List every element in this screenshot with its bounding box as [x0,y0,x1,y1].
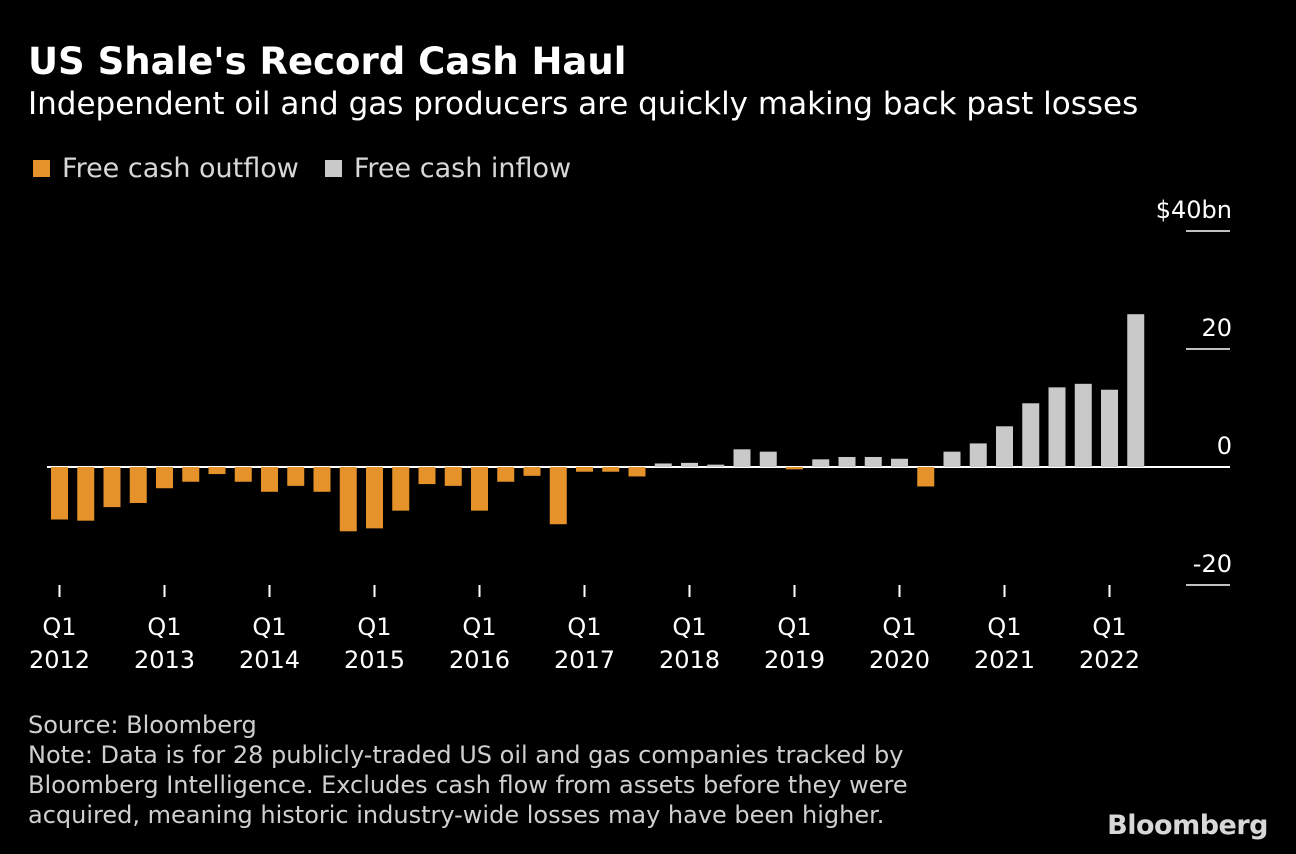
bar-q2-2022 [1127,314,1145,467]
bar-q2-2015 [392,467,410,511]
source-text: Source: Bloomberg [28,711,257,739]
bar-q4-2015 [444,467,462,486]
bar-q1-2022 [1101,389,1118,467]
bar-q1-2014 [261,467,278,492]
bar-q1-2012 [51,467,68,520]
bar-q3-2016 [523,467,541,476]
y-tick-label-40: $40bn [1156,196,1232,224]
bar-q4-2020 [969,443,987,467]
y-tick-label--20: -20 [1193,550,1232,578]
x-tick-quarter-2021: Q1 [987,613,1021,641]
bar-q4-2016 [549,467,567,525]
bar-q1-2018 [681,462,698,467]
bar-q4-2018 [759,451,777,467]
chart-title: US Shale's Record Cash Haul [28,40,627,83]
bar-q1-2013 [156,467,173,489]
x-tick-year-2019: 2019 [764,646,825,674]
bar-q3-2019 [838,456,856,467]
bar-q1-2019 [786,467,803,470]
bar-q1-2020 [891,458,908,467]
legend-label-outflow: Free cash outflow [62,153,299,184]
x-tick-year-2014: 2014 [239,646,300,674]
x-tick-year-2020: 2020 [869,646,930,674]
x-tick-year-2021: 2021 [974,646,1035,674]
bar-q1-2021 [996,426,1013,467]
bar-q4-2017 [654,463,672,467]
bar-q3-2013 [208,467,226,475]
x-tick-quarter-2016: Q1 [462,613,496,641]
bar-q1-2017 [576,467,593,472]
bar-q4-2014 [339,467,357,532]
bar-q1-2015 [366,467,383,529]
bar-q2-2013 [182,467,200,482]
bar-q4-2013 [234,467,252,482]
note-text: Note: Data is for 28 publicly-traded US … [28,741,908,829]
bar-q3-2015 [418,467,436,485]
footnote: Source: Bloomberg Note: Data is for 28 p… [28,710,988,830]
bar-q3-2017 [628,467,646,477]
bar-q2-2012 [77,467,95,521]
bar-q3-2018 [733,449,751,467]
legend: Free cash outflow Free cash inflow [33,153,597,184]
legend-item-outflow: Free cash outflow [33,153,299,184]
chart-subtitle: Independent oil and gas producers are qu… [28,86,1139,122]
legend-label-inflow: Free cash inflow [353,153,572,184]
x-tick-year-2012: 2012 [29,646,90,674]
x-tick-year-2018: 2018 [659,646,720,674]
bar-q2-2016 [497,467,515,482]
legend-swatch-outflow [33,160,50,177]
bar-q4-2012 [129,467,147,503]
bar-q3-2021 [1048,387,1066,467]
legend-swatch-inflow [324,160,342,177]
bar-q2-2014 [287,467,305,486]
x-tick-year-2022: 2022 [1079,646,1140,674]
x-tick-quarter-2014: Q1 [252,613,286,641]
x-tick-year-2017: 2017 [554,646,615,674]
x-tick-quarter-2015: Q1 [357,613,391,641]
x-tick-quarter-2013: Q1 [147,613,181,641]
bar-q3-2014 [313,467,331,492]
x-tick-quarter-2019: Q1 [777,613,811,641]
x-tick-quarter-2017: Q1 [567,613,601,641]
x-tick-quarter-2012: Q1 [42,613,76,641]
x-tick-quarter-2018: Q1 [672,613,706,641]
x-tick-year-2016: 2016 [449,646,510,674]
bar-q4-2021 [1074,383,1092,467]
x-tick-quarter-2020: Q1 [882,613,916,641]
bar-q2-2018 [707,464,725,467]
bar-q2-2019 [812,459,830,467]
x-tick-quarter-2022: Q1 [1092,613,1126,641]
bar-q3-2012 [103,467,121,508]
bar-chart: $40bn 20 0 -20 Q1 2012 Q1 2013 Q1 2014 Q1 2015 Q1 201… [29,196,1232,674]
bar-q1-2016 [471,467,488,511]
bar-q2-2017 [602,467,620,472]
bar-q4-2019 [864,456,882,467]
bloomberg-logo: Bloomberg [1107,810,1268,841]
bar-q2-2020 [917,467,935,487]
legend-item-inflow: Free cash inflow [324,153,572,184]
x-tick-year-2015: 2015 [344,646,405,674]
bar-q2-2021 [1022,403,1040,467]
bar-q3-2020 [943,451,961,467]
x-tick-year-2013: 2013 [134,646,195,674]
y-tick-label-20: 20 [1201,314,1232,342]
y-tick-label-0: 0 [1217,432,1232,460]
